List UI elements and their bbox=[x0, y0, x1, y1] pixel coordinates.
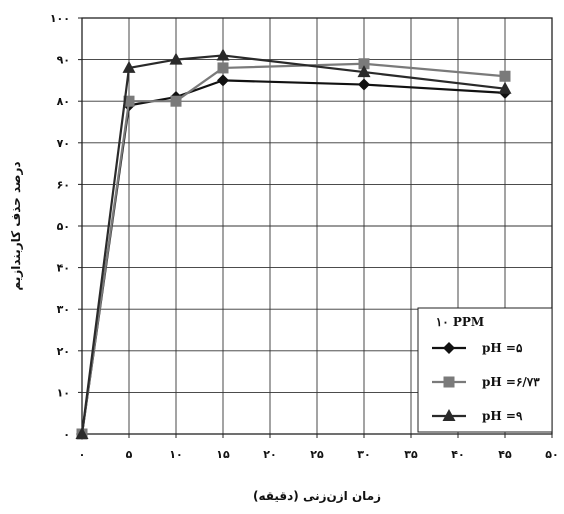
legend-label: pH =۵ bbox=[482, 341, 523, 355]
data-point bbox=[123, 95, 135, 107]
y-tick-label: ۵۰ bbox=[57, 220, 70, 233]
data-point bbox=[216, 48, 230, 61]
legend-item: pH =۶/۷۳ bbox=[432, 375, 540, 389]
x-tick-label: ۵ bbox=[126, 448, 133, 461]
series-3 bbox=[75, 48, 512, 439]
y-tick-label: ۳۰ bbox=[57, 303, 70, 316]
y-axis-ticks: ۰ ۱۰ ۲۰ ۳۰ ۴۰ ۵۰ ۶۰ ۷۰ ۸۰ ۹۰ ۱۰۰ bbox=[50, 12, 82, 441]
data-point bbox=[499, 70, 511, 82]
y-tick-label: ۸۰ bbox=[57, 95, 70, 108]
legend-box bbox=[417, 307, 553, 433]
data-point bbox=[357, 65, 371, 78]
y-axis-label: درصد حذف کاربندازیم bbox=[9, 161, 23, 290]
y-tick-label: ۱۰۰ bbox=[50, 12, 70, 25]
data-point bbox=[217, 62, 229, 74]
legend: ۱۰ PPM pH =۵ pH =۶/۷۳ pH =۹ bbox=[417, 307, 553, 433]
data-point bbox=[169, 52, 183, 65]
data-point bbox=[217, 74, 229, 87]
x-tick-label: ۲۰ bbox=[263, 448, 276, 461]
data-point bbox=[358, 78, 370, 91]
x-tick-label: ۴۵ bbox=[498, 448, 512, 461]
legend-marker bbox=[443, 342, 455, 354]
x-axis-ticks: ۰ ۵ ۱۰ ۱۵ ۲۰ ۲۵ ۳۰ ۳۵ ۴۰ ۴۵ ۵۰ bbox=[79, 434, 559, 461]
x-tick-label: ۳۵ bbox=[404, 448, 418, 461]
data-point bbox=[75, 427, 89, 439]
legend-item: pH =۹ bbox=[432, 409, 523, 423]
y-tick-label: ۴۰ bbox=[57, 262, 70, 275]
x-axis-label: زمان ازن‌زنی (دقیقه) bbox=[253, 489, 381, 503]
y-tick-label: ۲۰ bbox=[57, 345, 70, 358]
legend-item: pH =۵ bbox=[432, 341, 523, 355]
x-tick-label: ۱۰ bbox=[169, 448, 182, 461]
data-point bbox=[122, 60, 136, 73]
data-point bbox=[170, 95, 182, 107]
legend-label: pH =۹ bbox=[482, 409, 523, 423]
y-tick-label: ۶۰ bbox=[57, 178, 70, 191]
series-lines bbox=[75, 48, 512, 440]
legend-label: pH =۶/۷۳ bbox=[482, 375, 540, 389]
series-line bbox=[80, 62, 506, 435]
x-tick-label: ۰ bbox=[79, 448, 86, 461]
data-point bbox=[358, 58, 370, 70]
x-tick-label: ۱۵ bbox=[216, 448, 230, 461]
data-point bbox=[498, 81, 512, 94]
legend-marker bbox=[442, 409, 456, 421]
x-tick-label: ۲۵ bbox=[310, 448, 324, 461]
x-tick-label: ۴۰ bbox=[451, 448, 464, 461]
legend-title: ۱۰ PPM bbox=[436, 315, 484, 329]
series-line bbox=[80, 54, 506, 435]
x-tick-label: ۵۰ bbox=[545, 448, 558, 461]
y-tick-label: ۰ bbox=[63, 428, 70, 441]
legend-marker bbox=[443, 376, 455, 388]
y-tick-label: ۷۰ bbox=[57, 137, 70, 150]
y-tick-label: ۹۰ bbox=[57, 54, 70, 67]
x-tick-label: ۳۰ bbox=[357, 448, 370, 461]
y-tick-label: ۱۰ bbox=[57, 386, 70, 399]
